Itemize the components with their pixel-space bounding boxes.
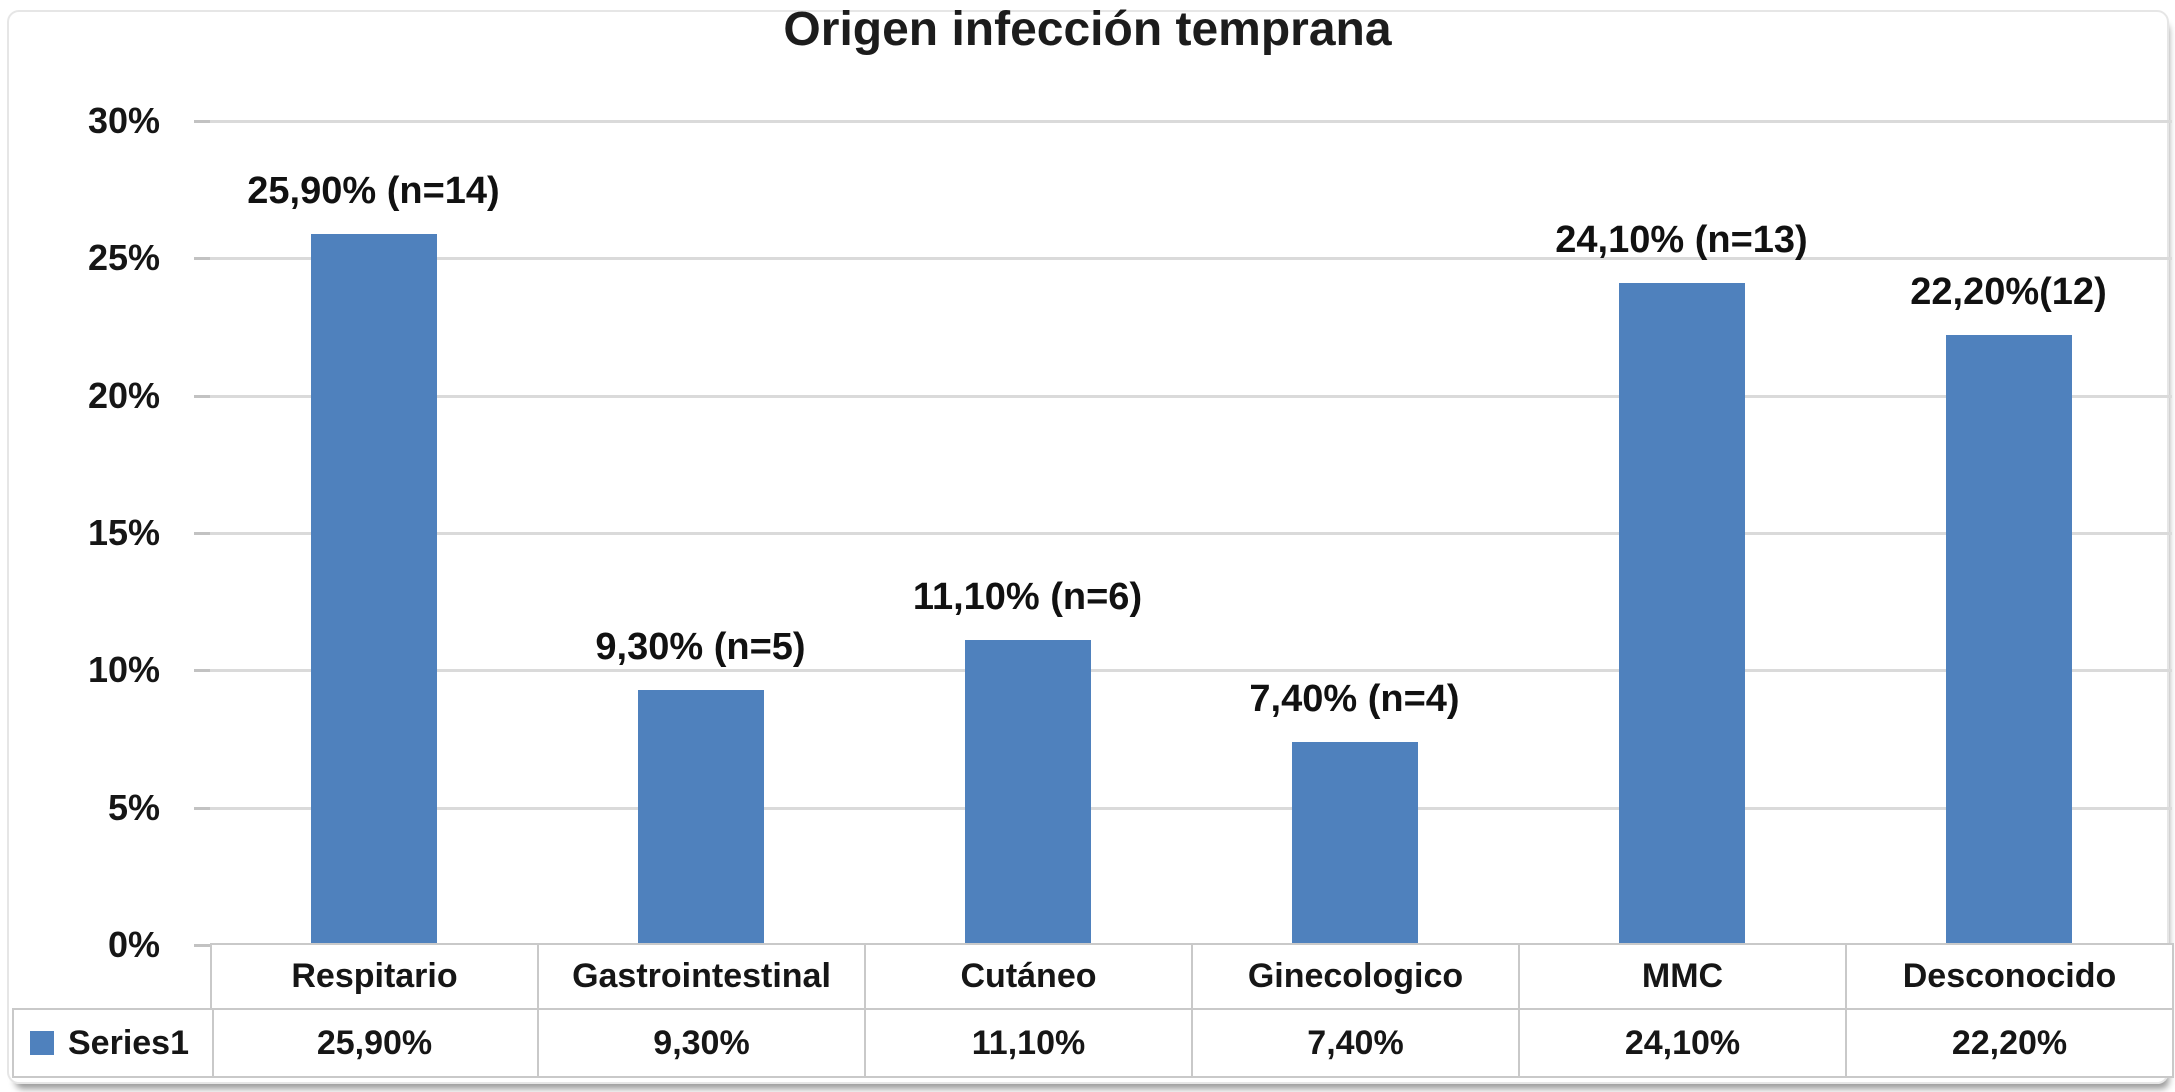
y-axis-tick — [194, 944, 210, 947]
value-cell: 22,20% — [1845, 1008, 2174, 1078]
y-tick-label: 20% — [87, 374, 160, 416]
bar-value-label: 25,90% (n=14) — [247, 169, 500, 212]
value-cell: 7,40% — [1191, 1008, 1520, 1078]
legend-cell: Series1 — [12, 1008, 214, 1078]
bar-value-label: 24,10% (n=13) — [1555, 219, 1808, 262]
bar-gastrointestinal — [637, 689, 764, 945]
bar-cutáneo — [964, 640, 1091, 945]
bar-value-label: 9,30% (n=5) — [595, 625, 806, 668]
bar-value-label: 11,10% (n=6) — [912, 576, 1143, 619]
gridline — [210, 806, 2172, 810]
value-cell: 25,90% — [210, 1008, 539, 1078]
bar-mmc — [1618, 283, 1745, 945]
category-cell: Cutáneo — [864, 943, 1193, 1010]
chart-title: Origen infección temprana — [783, 3, 1392, 56]
y-tick-label: 30% — [87, 100, 160, 141]
y-tick-label: 15% — [87, 512, 160, 553]
y-axis-tick — [194, 669, 210, 673]
bar-desconocido — [1945, 335, 2072, 945]
bar-value-label: 7,40% (n=4) — [1249, 677, 1460, 720]
value-cell: 9,30% — [537, 1008, 866, 1078]
y-axis-tick — [194, 394, 210, 398]
category-cell: Ginecologico — [1191, 943, 1520, 1010]
gridline — [210, 394, 2172, 398]
y-tick-label: 10% — [87, 649, 160, 691]
value-cell: 24,10% — [1518, 1008, 1847, 1078]
bar-value-label: 22,20%(12) — [1910, 271, 2107, 314]
bar-ginecologico — [1291, 741, 1418, 945]
gridline — [210, 669, 2172, 673]
category-cell: Gastrointestinal — [537, 943, 866, 1010]
y-axis-tick — [194, 120, 210, 123]
y-axis-tick — [194, 806, 210, 810]
gridline — [210, 120, 2172, 123]
value-cell: 11,10% — [864, 1008, 1193, 1078]
series-color-swatch-icon — [30, 1031, 54, 1055]
y-axis-tick — [194, 257, 210, 261]
category-cell: Desconocido — [1845, 943, 2174, 1010]
series-name-label: Series1 — [68, 1023, 189, 1062]
y-tick-label: 5% — [107, 786, 160, 828]
category-cell: Respitario — [210, 943, 539, 1010]
y-tick-label: 0% — [107, 924, 160, 965]
gridline — [210, 532, 2172, 535]
y-tick-label: 25% — [87, 237, 160, 279]
bar-respitario — [310, 233, 437, 945]
y-axis-tick — [194, 532, 210, 535]
gridline — [210, 257, 2172, 261]
category-cell: MMC — [1518, 943, 1847, 1010]
